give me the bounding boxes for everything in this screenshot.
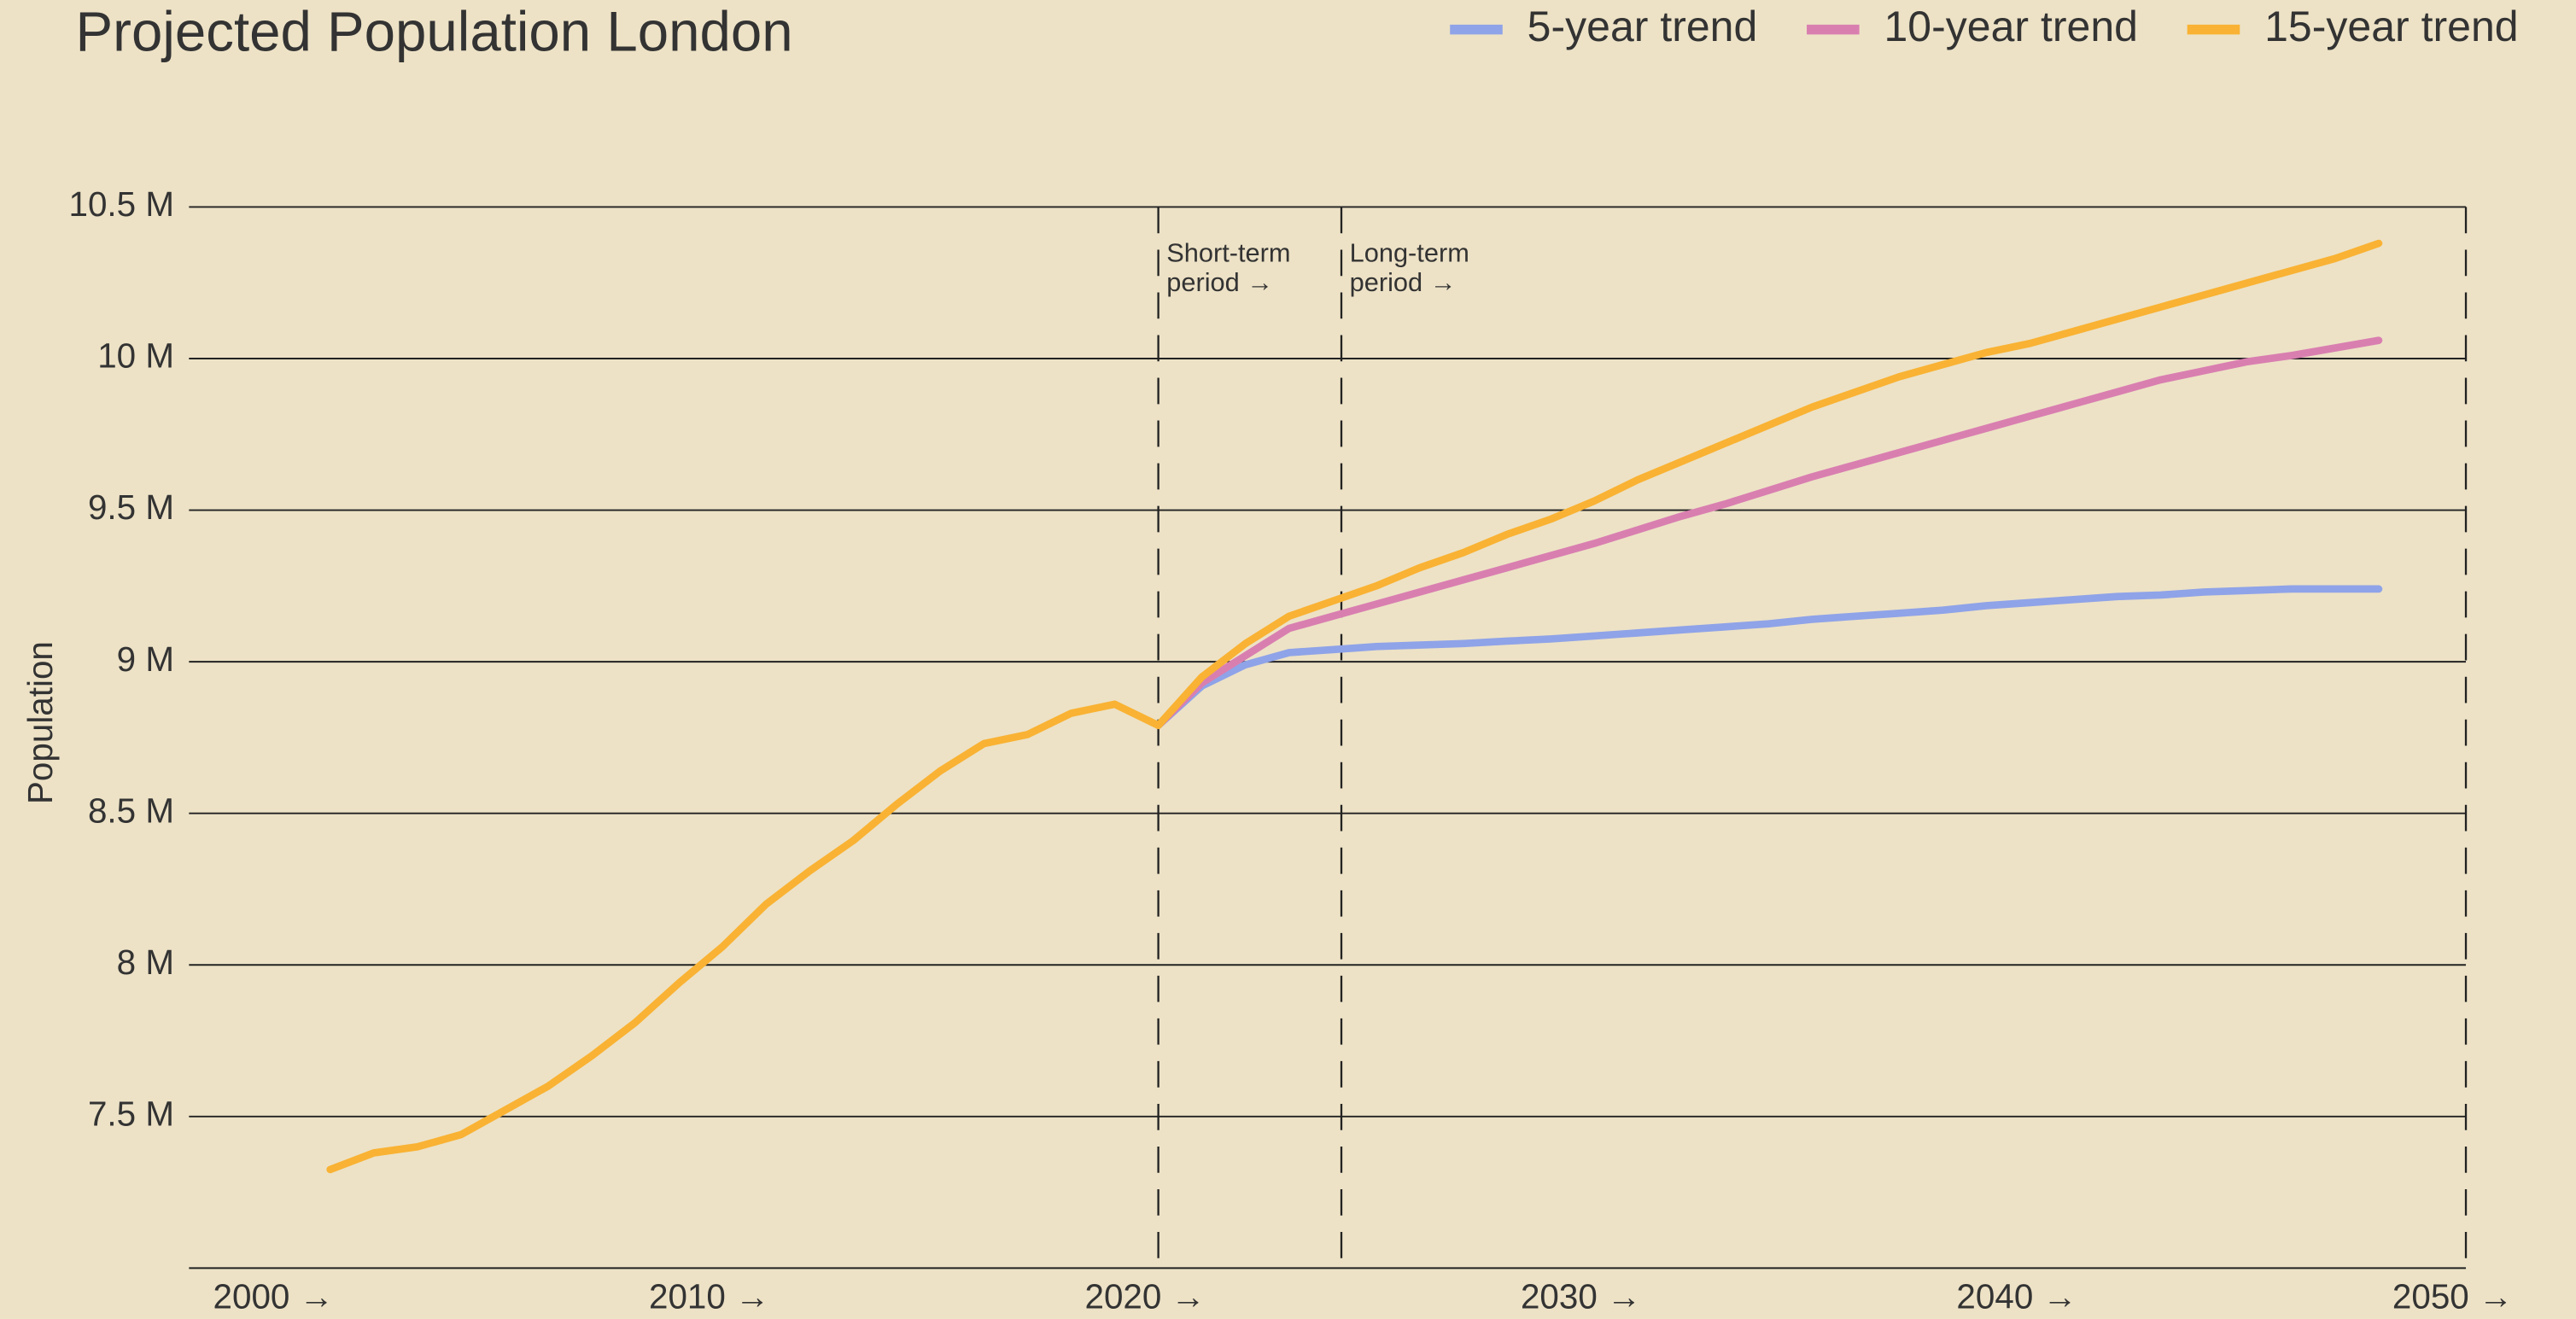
x-tick-label: 2050 → (2392, 1277, 2513, 1316)
y-tick-label: 7.5 M (88, 1094, 174, 1133)
y-axis-label: Population (20, 641, 60, 804)
x-tick-label: 2030 → (1521, 1277, 1641, 1316)
x-tick-label: 2000 → (213, 1277, 334, 1316)
legend-label: 5-year trend (1527, 3, 1758, 50)
series-line (326, 239, 2383, 1174)
y-tick-label: 8.5 M (88, 791, 174, 830)
y-tick-label: 9.5 M (88, 487, 174, 527)
period-label: period → (1350, 267, 1457, 297)
chart-title: Projected Population London (76, 1, 793, 63)
y-tick-label: 8 M (117, 943, 174, 982)
series-line (1154, 585, 2383, 730)
x-tick-label: 2020 → (1084, 1277, 1205, 1316)
period-label: Short-term (1166, 237, 1290, 267)
period-label: Long-term (1350, 237, 1469, 267)
x-tick-label: 2040 → (1956, 1277, 2077, 1316)
period-label: period → (1166, 267, 1273, 297)
x-tick-label: 2010 → (649, 1277, 769, 1316)
legend-label: 15-year trend (2264, 3, 2518, 50)
series-line (1154, 336, 2383, 730)
y-tick-label: 10 M (97, 336, 174, 376)
y-tick-label: 9 M (117, 639, 174, 679)
y-tick-label: 10.5 M (69, 184, 174, 224)
legend-label: 10-year trend (1884, 3, 2137, 50)
